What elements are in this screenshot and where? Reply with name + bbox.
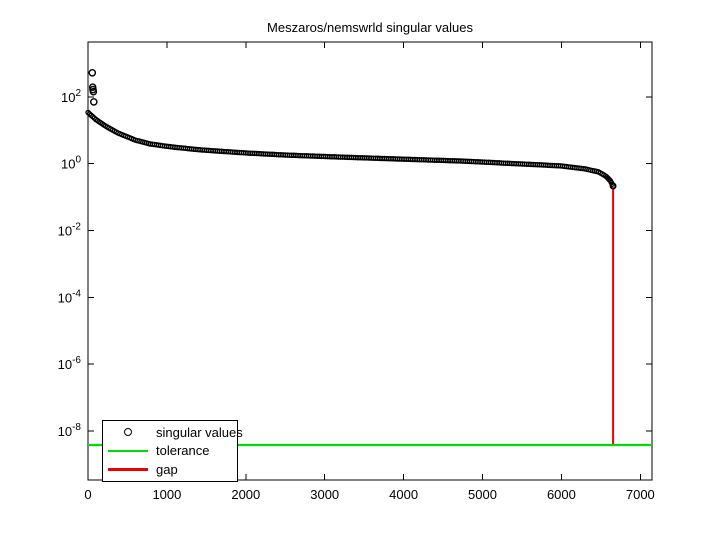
legend-label: tolerance	[156, 443, 210, 459]
plot-area	[87, 41, 653, 481]
y-tick-label: 102	[61, 88, 81, 105]
tolerance-line-icon	[108, 449, 148, 453]
legend-item-tolerance: tolerance	[103, 442, 237, 459]
legend-sample-area	[108, 468, 148, 471]
legend-sample-area	[108, 428, 148, 437]
x-tick-label: 5000	[468, 487, 497, 502]
singular-value-marker	[90, 98, 98, 106]
legend-sample-area	[108, 449, 148, 453]
circle-marker-icon	[124, 428, 132, 437]
x-tick-label: 2000	[231, 487, 260, 502]
y-tick-label: 100	[61, 155, 81, 172]
y-tick-label: 10-8	[58, 422, 82, 439]
x-tick-label: 0	[84, 487, 91, 502]
legend-label: singular values	[156, 424, 243, 440]
x-axis: 0 1000 2000 3000 4000 5000 6000 7000	[84, 42, 655, 502]
singular-value-marker	[88, 69, 97, 77]
legend: singular values tolerance gap	[102, 420, 243, 482]
x-tick-label: 7000	[626, 487, 655, 502]
legend-item-gap: gap	[103, 461, 237, 478]
last-singular-value-marker	[609, 182, 617, 190]
legend-item-singular-values: singular values	[103, 424, 243, 441]
x-tick-label: 6000	[547, 487, 576, 502]
x-tick-label: 3000	[310, 487, 339, 502]
y-tick-label: 10-4	[58, 288, 82, 305]
x-tick-label: 1000	[152, 487, 181, 502]
figure-title: Meszaros/nemswrld singular values	[267, 20, 473, 35]
y-tick-label: 10-2	[58, 222, 82, 239]
legend-label: gap	[156, 462, 178, 478]
singular-values-series	[85, 69, 617, 190]
y-tick-label: 10-6	[58, 355, 82, 372]
gap-line-icon	[108, 468, 148, 471]
singular-value-marker	[89, 87, 98, 96]
x-tick-label: 4000	[389, 487, 418, 502]
